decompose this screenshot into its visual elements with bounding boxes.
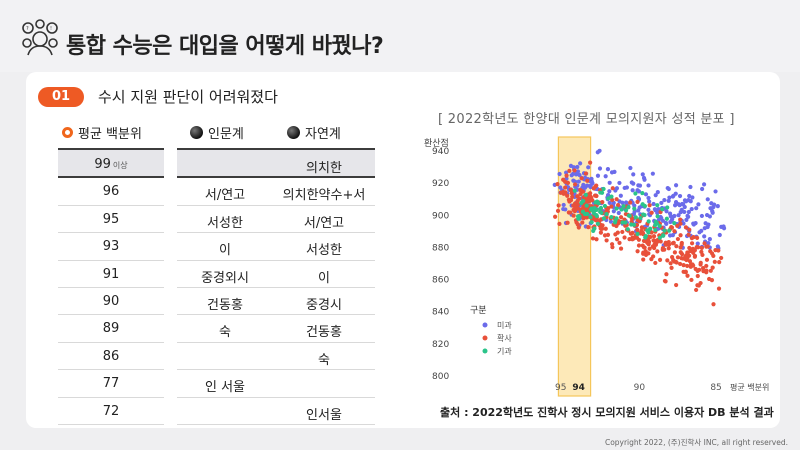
table-cell-percentile: 95	[58, 212, 164, 227]
section-title: 수시 지원 판단이 어려워졌다	[98, 88, 278, 106]
table-row-divider	[177, 259, 375, 261]
table-row-divider	[177, 314, 375, 316]
science-ball-icon	[287, 126, 300, 139]
table-row-divider	[58, 369, 164, 371]
table-header-rule	[58, 176, 164, 178]
table-cell-science: 인서울	[306, 407, 342, 423]
table-row-divider	[177, 232, 375, 234]
table-row-divider	[58, 259, 164, 261]
section-number-badge: 01	[38, 87, 84, 107]
table-cell-science: 숙	[318, 352, 330, 368]
table-cell-science: 이	[318, 270, 330, 286]
table-cell-science: 중경시	[306, 298, 342, 313]
table-cell-humanities: 인 서울	[204, 380, 245, 396]
humanities-ball-icon	[190, 126, 203, 139]
table-row-divider	[177, 396, 375, 398]
table-row-divider	[58, 287, 164, 288]
table-cell-percentile: 72	[58, 404, 164, 419]
table-row-divider	[177, 369, 375, 371]
table-cell-science: 서성한	[306, 243, 342, 259]
table-cell-science: 의치한약수+서	[282, 188, 366, 204]
table-cell-percentile: 93	[58, 239, 164, 254]
table-highlight-row	[177, 150, 375, 177]
table-cell-percentile: 86	[58, 349, 164, 364]
table-cell-percentile: 99 이상	[58, 157, 164, 172]
header-label-percentile: 평균 백분위	[78, 127, 142, 142]
table-row-divider	[177, 424, 375, 425]
chart-title: [ 2022학년도 한양대 인문계 모의지원자 성적 분포 ]	[438, 112, 735, 127]
percentile-value: 91	[102, 266, 120, 282]
table-cell-humanities: 건동홍	[207, 298, 243, 313]
percentile-value: 86	[102, 348, 120, 364]
table-cell-humanities: 숙	[219, 325, 231, 341]
page-title: 통합 수능은 대입을 어떻게 바꿨나?	[66, 34, 384, 59]
table-row-divider	[177, 287, 375, 288]
percentile-value: 90	[102, 294, 120, 309]
svg-text:!: !	[50, 26, 52, 32]
percentile-ring-icon	[62, 127, 73, 138]
table-cell-percentile: 90	[58, 294, 164, 309]
table-header-science: 자연계	[287, 123, 341, 142]
percentile-value: 99	[94, 157, 111, 172]
percentile-value: 77	[102, 376, 120, 392]
percentile-value: 93	[102, 239, 120, 255]
people-group-icon: ?!	[22, 19, 58, 56]
table-cell-science: 의치한	[306, 161, 342, 176]
table-row-divider	[58, 341, 164, 343]
table-header-percentile: 평균 백분위	[62, 123, 142, 142]
copyright-note: Copyright 2022, (주)진학사 INC, all right re…	[604, 438, 788, 447]
table-cell-humanities: 이	[219, 243, 231, 259]
percentile-value: 72	[102, 403, 120, 419]
table-top-rule	[58, 148, 164, 150]
table-cell-science: 서/연고	[303, 215, 345, 231]
table-row-divider	[58, 232, 164, 234]
table-cell-humanities: 서/연고	[204, 188, 246, 204]
table-cell-percentile: 77	[58, 376, 164, 391]
header-label-science: 자연계	[305, 127, 341, 142]
table-row-divider	[177, 204, 375, 206]
table-cell-humanities: 중경외시	[201, 270, 249, 286]
header: ?! 통합 수능은 대입을 어떻게 바꿨나?	[0, 0, 800, 72]
percentile-value: 96	[102, 184, 120, 200]
table-cell-percentile: 89	[58, 321, 164, 336]
table-row-divider	[58, 396, 164, 398]
svg-text:?: ?	[26, 26, 29, 32]
table-header-rule	[177, 176, 375, 178]
percentile-value: 89	[102, 321, 120, 337]
table-row-divider	[58, 424, 164, 425]
table-top-rule	[177, 148, 375, 150]
table-highlight-row	[58, 150, 164, 177]
table-cell-percentile: 91	[58, 267, 164, 282]
table-cell-percentile: 96	[58, 184, 164, 199]
table-row-divider	[58, 314, 164, 316]
percentile-value: 95	[102, 211, 120, 227]
table-cell-humanities: 서성한	[207, 215, 243, 231]
table-cell-science: 건동홍	[306, 325, 342, 341]
percentile-suffix: 이상	[112, 161, 128, 170]
table-row-divider	[58, 204, 164, 206]
source-note: 출처 : 2022학년도 진학사 정시 모의지원 서비스 이용자 DB 분석 결…	[440, 406, 774, 419]
table-header-humanities: 인문계	[190, 123, 244, 142]
table-row-divider	[177, 341, 375, 343]
header-label-humanities: 인문계	[208, 127, 244, 142]
